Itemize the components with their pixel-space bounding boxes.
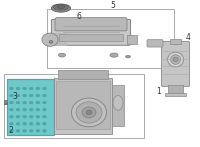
Ellipse shape [72, 98, 106, 127]
FancyBboxPatch shape [4, 74, 144, 138]
Ellipse shape [10, 130, 13, 132]
Ellipse shape [54, 5, 68, 10]
Ellipse shape [52, 4, 70, 12]
Ellipse shape [43, 130, 46, 132]
Ellipse shape [43, 115, 46, 118]
Ellipse shape [10, 101, 13, 104]
Bar [127, 35, 137, 44]
Ellipse shape [42, 33, 58, 46]
Ellipse shape [36, 122, 40, 125]
Ellipse shape [43, 122, 46, 125]
Ellipse shape [171, 55, 181, 64]
Ellipse shape [16, 94, 20, 97]
Ellipse shape [10, 108, 13, 111]
Bar [58, 70, 108, 79]
Text: 1: 1 [157, 87, 161, 96]
FancyBboxPatch shape [55, 18, 127, 31]
Ellipse shape [82, 107, 96, 118]
Ellipse shape [16, 122, 20, 125]
Ellipse shape [43, 87, 46, 90]
Ellipse shape [29, 87, 33, 90]
Ellipse shape [23, 122, 26, 125]
Ellipse shape [16, 130, 20, 132]
Ellipse shape [23, 87, 26, 90]
Ellipse shape [76, 102, 102, 123]
Text: 2: 2 [9, 126, 13, 135]
Ellipse shape [43, 108, 46, 111]
Ellipse shape [126, 55, 130, 58]
Ellipse shape [23, 94, 26, 97]
Bar [54, 78, 112, 134]
Ellipse shape [23, 108, 26, 111]
Ellipse shape [10, 122, 13, 125]
Text: 3: 3 [13, 92, 17, 101]
Ellipse shape [10, 115, 13, 118]
Ellipse shape [10, 94, 13, 97]
Ellipse shape [10, 87, 13, 90]
Bar [165, 93, 186, 96]
Bar [168, 85, 183, 94]
Ellipse shape [29, 101, 33, 104]
Ellipse shape [36, 108, 40, 111]
Ellipse shape [57, 5, 65, 8]
FancyBboxPatch shape [161, 41, 190, 86]
Ellipse shape [16, 101, 20, 104]
Ellipse shape [29, 122, 33, 125]
Ellipse shape [29, 115, 33, 118]
Bar [4, 103, 7, 104]
Ellipse shape [173, 57, 178, 62]
Bar [170, 39, 181, 44]
Ellipse shape [29, 130, 33, 132]
Ellipse shape [29, 108, 33, 111]
Ellipse shape [23, 115, 26, 118]
Ellipse shape [16, 108, 20, 111]
FancyBboxPatch shape [51, 19, 131, 45]
Bar [112, 85, 124, 126]
Text: 4: 4 [186, 33, 190, 42]
FancyBboxPatch shape [7, 79, 54, 135]
Ellipse shape [36, 101, 40, 104]
Ellipse shape [43, 94, 46, 97]
Ellipse shape [86, 110, 92, 115]
Ellipse shape [16, 87, 20, 90]
Ellipse shape [29, 94, 33, 97]
Ellipse shape [36, 87, 40, 90]
Ellipse shape [23, 130, 26, 132]
Bar [59, 34, 123, 41]
Ellipse shape [43, 101, 46, 104]
Bar [56, 81, 110, 129]
Ellipse shape [23, 101, 26, 104]
Ellipse shape [36, 115, 40, 118]
Text: 6: 6 [77, 12, 81, 21]
Ellipse shape [16, 115, 20, 118]
Ellipse shape [36, 130, 40, 132]
Ellipse shape [36, 94, 40, 97]
Text: 5: 5 [111, 1, 115, 10]
FancyBboxPatch shape [47, 9, 174, 68]
Ellipse shape [58, 53, 66, 57]
Ellipse shape [49, 41, 53, 43]
FancyBboxPatch shape [147, 40, 163, 47]
Ellipse shape [168, 52, 184, 67]
Ellipse shape [110, 53, 118, 57]
Bar [4, 100, 7, 104]
Bar [49, 33, 67, 46]
Ellipse shape [113, 96, 123, 110]
